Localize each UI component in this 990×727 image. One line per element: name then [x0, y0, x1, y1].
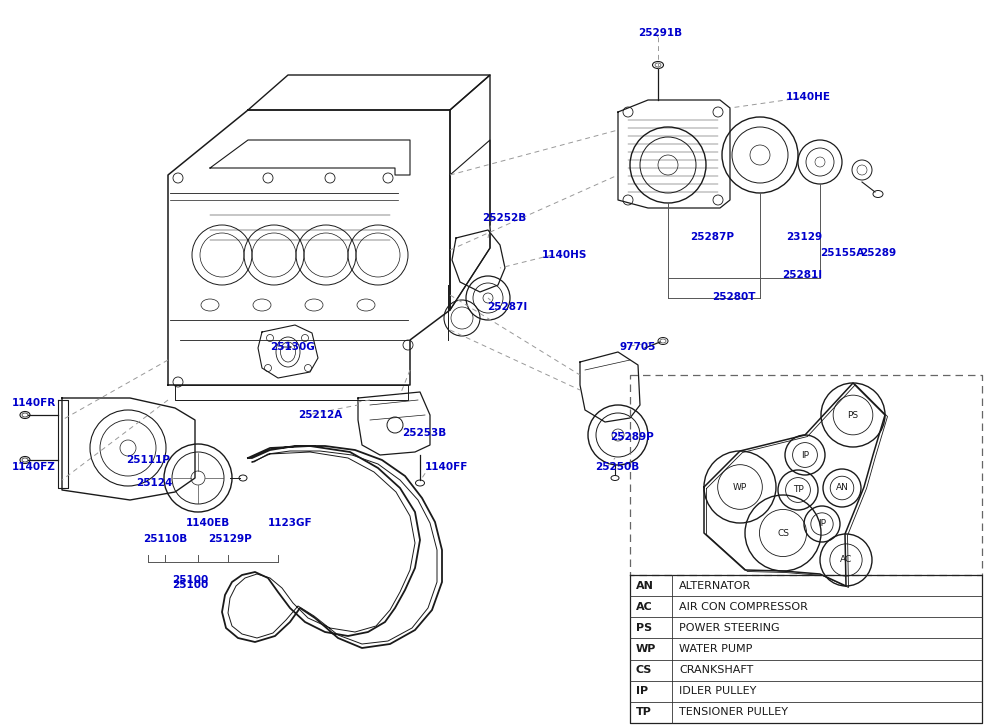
- Text: 25212A: 25212A: [298, 410, 343, 420]
- Text: IP: IP: [801, 451, 809, 459]
- Text: 25289: 25289: [860, 248, 896, 258]
- Text: TP: TP: [793, 486, 803, 494]
- Text: 25291B: 25291B: [638, 28, 682, 38]
- Text: 1140FF: 1140FF: [425, 462, 468, 472]
- Text: 1140HS: 1140HS: [542, 250, 587, 260]
- Text: AN: AN: [836, 483, 848, 492]
- Text: 25289P: 25289P: [610, 432, 653, 442]
- Text: PS: PS: [847, 411, 858, 419]
- Text: 25287P: 25287P: [690, 232, 734, 242]
- Text: TP: TP: [636, 707, 651, 718]
- Text: 25130G: 25130G: [270, 342, 315, 352]
- Text: 25281I: 25281I: [782, 270, 822, 280]
- Text: 25155A: 25155A: [820, 248, 864, 258]
- Text: IP: IP: [818, 520, 826, 529]
- Text: 97705: 97705: [620, 342, 656, 352]
- Text: 25250B: 25250B: [595, 462, 640, 472]
- Text: 25129P: 25129P: [208, 534, 251, 544]
- Text: 1140EB: 1140EB: [186, 518, 231, 528]
- Text: IDLER PULLEY: IDLER PULLEY: [679, 686, 756, 696]
- Text: 1140FR: 1140FR: [12, 398, 56, 408]
- Text: PS: PS: [636, 623, 652, 633]
- Text: 25124: 25124: [136, 478, 172, 488]
- Text: WP: WP: [636, 644, 656, 654]
- Text: 1140FZ: 1140FZ: [12, 462, 55, 472]
- Text: AIR CON COMPRESSOR: AIR CON COMPRESSOR: [679, 602, 808, 611]
- Text: IP: IP: [636, 686, 648, 696]
- Text: 25100: 25100: [172, 575, 208, 585]
- Text: 25110B: 25110B: [143, 534, 187, 544]
- Text: CRANKSHAFT: CRANKSHAFT: [679, 665, 753, 675]
- Text: 23129: 23129: [786, 232, 822, 242]
- Text: AC: AC: [840, 555, 852, 564]
- Text: 25252B: 25252B: [482, 213, 527, 223]
- Text: 25287I: 25287I: [487, 302, 528, 312]
- Text: 1140HE: 1140HE: [786, 92, 831, 102]
- Text: POWER STEERING: POWER STEERING: [679, 623, 780, 633]
- Text: ALTERNATOR: ALTERNATOR: [679, 581, 751, 590]
- Text: WP: WP: [733, 483, 747, 491]
- Text: 1123GF: 1123GF: [268, 518, 313, 528]
- Text: 25253B: 25253B: [402, 428, 446, 438]
- Text: 25111P: 25111P: [126, 455, 170, 465]
- Text: 25100: 25100: [172, 580, 208, 590]
- Text: AC: AC: [636, 602, 652, 611]
- Text: CS: CS: [636, 665, 652, 675]
- Text: TENSIONER PULLEY: TENSIONER PULLEY: [679, 707, 788, 718]
- Text: AN: AN: [636, 581, 653, 590]
- Text: WATER PUMP: WATER PUMP: [679, 644, 752, 654]
- Text: CS: CS: [777, 529, 789, 537]
- Text: 25280T: 25280T: [712, 292, 755, 302]
